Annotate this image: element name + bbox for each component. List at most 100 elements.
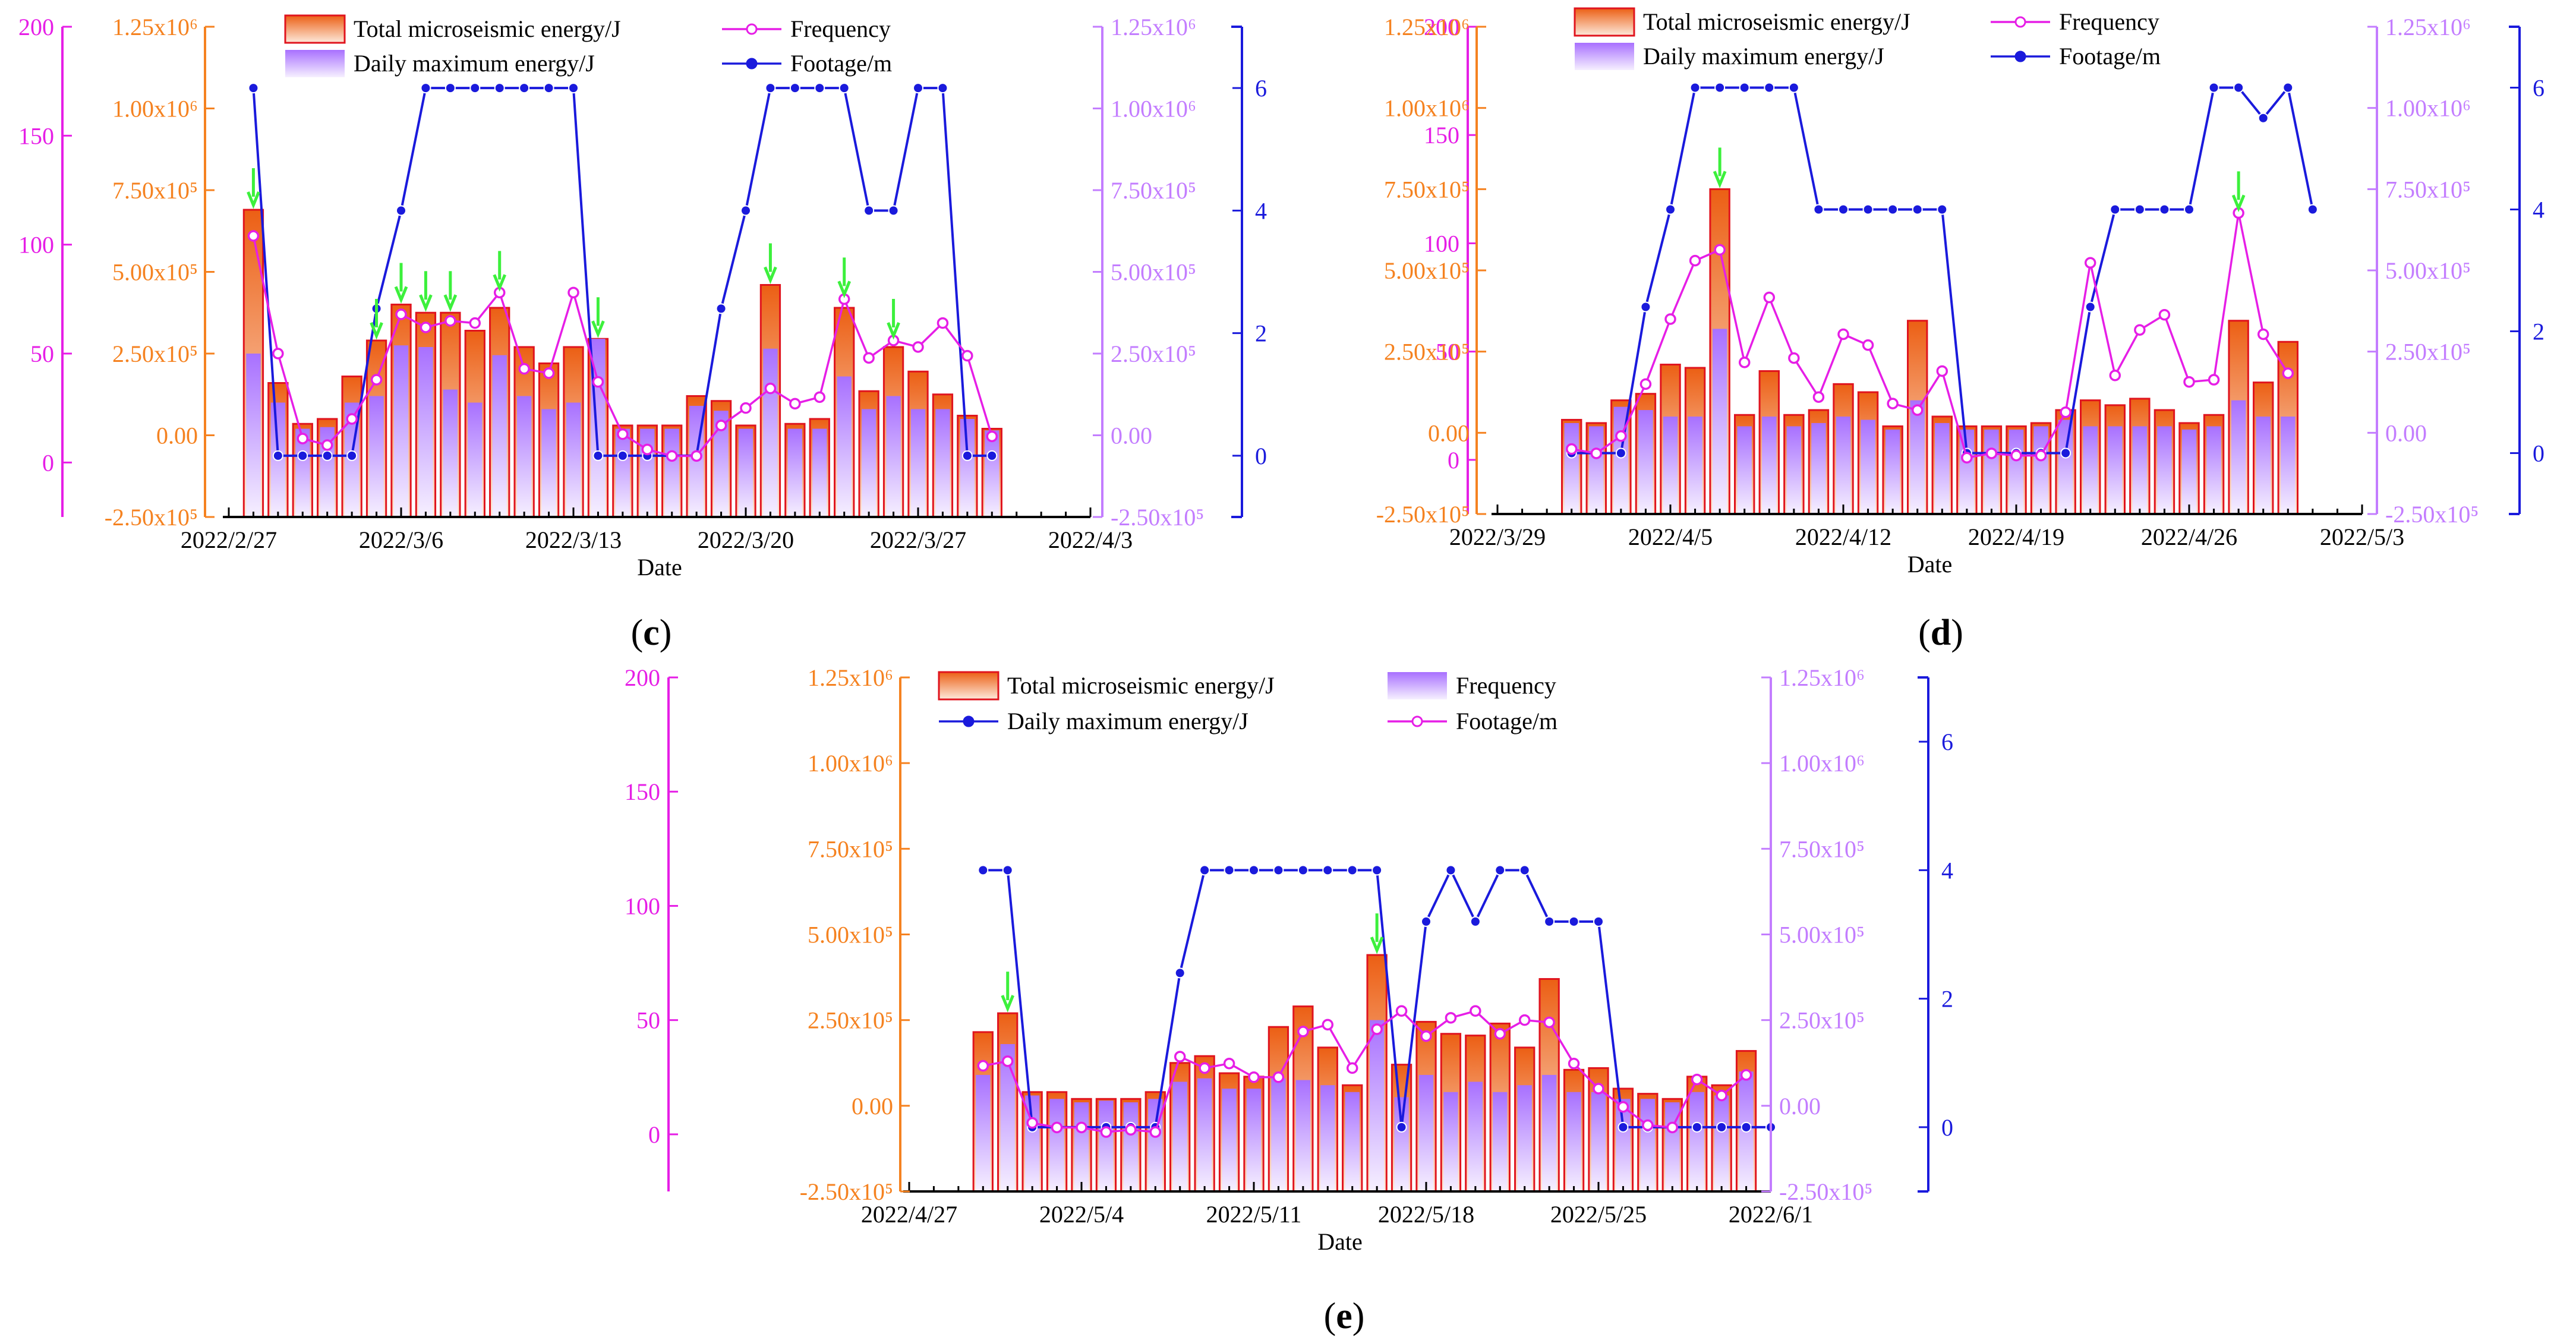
footage-point [1494,865,1506,876]
footage-point [1689,82,1701,93]
frequency-point [1763,291,1776,304]
bar-daily-max-energy [516,396,532,517]
legend-label: Frequency [790,15,891,42]
bar-daily-max-energy [1712,329,1727,514]
frequency-tick-label: 200 [18,14,54,40]
frequency-point [395,308,407,320]
frequency-tick-label: 200 [1424,14,1459,40]
legend-item: Daily maximum energy/J [939,708,1248,734]
footage-point [248,83,259,94]
energy-tick-label: 7.50x10⁵ [1384,176,1470,203]
bar-daily-max-energy [492,355,507,517]
frequency-point [1297,1026,1309,1038]
energy-tick-label: 1.00x10⁶ [808,750,893,777]
frequency-tick-label: 200 [625,664,660,691]
frequency-point [1837,328,1849,340]
legend-item: Frequency [722,15,891,42]
footage-point [1788,82,1799,93]
frequency-point [297,433,309,444]
frequency-tick-label: 50 [30,340,54,367]
x-tick-label: 2022/4/5 [1628,524,1713,550]
footage-tick-label: 4 [2533,197,2545,223]
footage-point [1862,204,1874,215]
frequency-point [1518,1014,1531,1026]
legend-item: Footage/m [722,50,892,77]
footage-point [1593,916,1604,927]
bar-daily-max-energy [1566,1092,1581,1191]
warning-arrow-icon [1370,913,1384,954]
footage-point [396,205,406,216]
bar-daily-max-energy [1616,1099,1631,1191]
frequency-axis: 200 150 100 50 0 [18,14,72,517]
legend: Total microseismic energy/J Frequency Dail… [938,671,1557,734]
bar-daily-max-energy [664,428,679,517]
max-energy-tick-label: 2.50x10⁵ [1779,1007,1865,1034]
footage-point [1248,865,1259,876]
frequency-point [1911,404,1924,416]
bar-daily-max-energy [1541,1074,1557,1191]
footage-point [1322,865,1333,876]
frequency-point [2060,406,2071,418]
frequency-point [912,341,924,353]
legend-label: Daily maximum energy/J [1007,708,1248,734]
legend-marker [746,23,758,35]
footage-point [1199,865,1210,876]
bar-daily-max-energy [2206,426,2221,514]
frequency-point [1051,1121,1063,1134]
legend-item: Frequency [1991,8,2159,35]
max-energy-tick-label: 1.00x10⁶ [2385,95,2471,122]
footage-point [1912,204,1923,215]
footage-point [1347,865,1358,876]
frequency-point [937,317,949,329]
footage-line [1571,84,2314,455]
footage-tick-label: 0 [1941,1114,1953,1141]
frequency-point [2109,370,2121,381]
bar-daily-max-energy [2256,417,2271,514]
frequency-point [444,315,456,327]
max-energy-tick-label: 0.00 [1111,423,1152,449]
energy-tick-label: 2.50x10⁵ [1384,339,1470,365]
bar-daily-max-energy [1148,1099,1163,1191]
frequency-point [1740,1069,1752,1081]
warning-arrow-icon [591,297,605,338]
footage-point [617,450,628,461]
frequency-point [764,382,777,395]
footage-point [494,83,505,94]
frequency-line [252,235,993,458]
energy-axis: 1.25x10⁶ 1.00x10⁶ 7.50x10⁵ 5.00x10⁵ 2.50x10⁵… [800,664,910,1205]
frequency-point [863,352,875,364]
legend-label: Daily maximum energy/J [1643,43,1884,70]
footage-point [1297,865,1309,876]
energy-tick-label: 2.50x10⁵ [808,1007,893,1034]
bar-daily-max-energy [1197,1078,1212,1191]
bar-daily-max-energy [2281,417,2296,514]
footage-point [1174,967,1185,979]
bar-daily-max-energy [246,354,261,517]
frequency-point [1076,1121,1087,1134]
legend-swatch-max [1575,43,1634,70]
footage-tick-label: 2 [1255,320,1267,347]
bar-daily-max-energy [886,396,901,517]
x-tick-label: 2022/4/26 [2141,524,2237,550]
footage-point [1813,204,1824,215]
footage-point [2060,447,2071,459]
bar-daily-max-energy [1295,1080,1311,1191]
energy-tick-label: 0.00 [156,423,198,449]
x-tick-label: 2022/4/12 [1795,524,1891,550]
footage-point [272,450,283,461]
frequency-point [1149,1126,1162,1138]
legend-item: Footage/m [1388,708,1557,734]
bar-daily-max-energy [1836,417,1851,514]
bar-daily-max-energy [393,345,409,517]
bar-daily-max-energy [1786,426,1802,514]
bar-daily-max-energy [1861,420,1875,514]
frequency-point [1590,447,1603,459]
frequency-point [1716,1089,1727,1102]
bar-daily-max-energy [2108,426,2123,514]
footage-point [2159,204,2170,215]
panel-label: (e) [1324,1296,1365,1336]
frequency-point [1272,1071,1285,1083]
energy-tick-label: 1.25x10⁶ [1384,14,1470,40]
warning-arrow-icon [764,243,777,285]
bar-daily-max-energy [2058,420,2073,514]
